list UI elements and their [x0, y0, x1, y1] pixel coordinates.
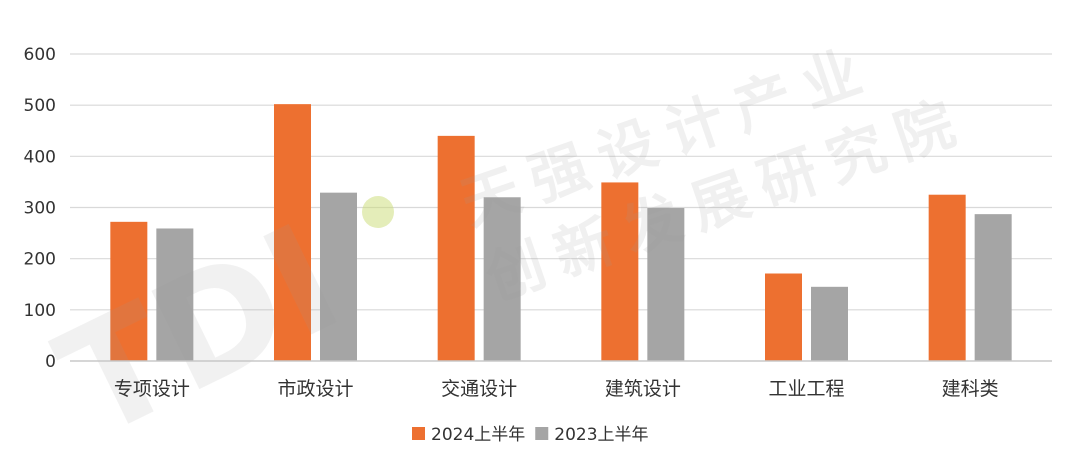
- legend-swatch: [412, 427, 425, 440]
- gridlines: [70, 53, 1052, 311]
- bar-series2-3: [647, 208, 685, 361]
- watermark: TDI 天强设计产业 创新发展研究院: [35, 33, 977, 472]
- y-tick-label: 500: [24, 96, 56, 116]
- x-category-label: 专项设计: [114, 378, 190, 400]
- bar-series1-5: [928, 194, 966, 361]
- legend-swatch: [535, 427, 549, 440]
- bar-series1-0: [110, 221, 148, 361]
- x-category-label: 建筑设计: [605, 378, 681, 400]
- x-category-label: 交通设计: [441, 378, 517, 400]
- legend: 2024上半年 2023上半年: [412, 425, 649, 445]
- x-category-label: 市政设计: [277, 378, 353, 400]
- y-tick-label: 200: [24, 250, 56, 270]
- x-category-label: 建科类: [942, 378, 999, 400]
- bar-series1-3: [601, 182, 639, 361]
- axes: 0 100 200 300 400 500 600 专项设计 市政设计 交通设计 建筑设计 工业工程 建…: [24, 45, 1052, 400]
- y-tick-label: 0: [45, 352, 56, 372]
- bar-series2-4: [811, 286, 848, 361]
- y-tick-label: 300: [24, 199, 56, 219]
- bar-series2-0: [156, 228, 194, 361]
- bars: [110, 104, 1012, 361]
- y-tick-label: 400: [24, 147, 56, 167]
- x-category-label: 工业工程: [768, 378, 844, 400]
- bar-series1-2: [437, 135, 475, 361]
- watermark-logo-dot: [362, 196, 394, 228]
- watermark-logo-text: TDI: [35, 192, 365, 472]
- legend-label: 2023上半年: [554, 425, 648, 445]
- legend-label: 2024上半年: [431, 425, 525, 445]
- bar-series1-4: [765, 273, 802, 361]
- bar-series2-5: [974, 214, 1012, 361]
- bar-series2-2: [483, 197, 521, 361]
- bar-series2-1: [320, 192, 357, 361]
- y-tick-label: 600: [24, 45, 56, 65]
- bar-series1-1: [274, 104, 311, 361]
- y-tick-label: 100: [24, 301, 56, 321]
